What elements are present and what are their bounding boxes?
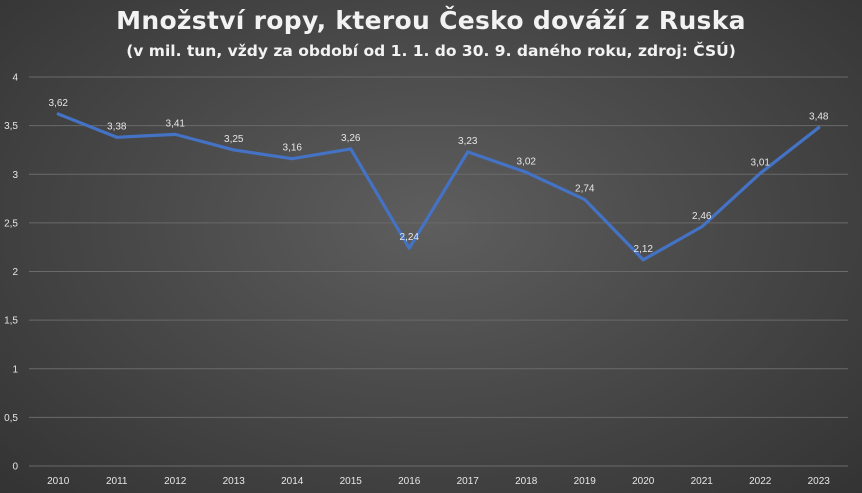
data-label: 2,46 — [692, 211, 712, 222]
y-tick-label: 0,5 — [4, 413, 18, 424]
data-label: 3,02 — [517, 156, 537, 167]
x-tick-label: 2014 — [281, 476, 304, 487]
series-line-layer — [56, 112, 821, 262]
x-axis-ticks: 2010 2011 2012 2013 2014 2015 2016 2017 2018 2019… — [47, 476, 830, 487]
x-tick-label: 2012 — [164, 476, 187, 487]
y-tick-label: 2,5 — [4, 218, 18, 229]
data-label-layer: 3,62 3,38 3,41 3,25 3,16 3,26 2,24 3,23 3,02 2,74… — [49, 98, 829, 255]
x-tick-label: 2019 — [574, 476, 597, 487]
x-tick-label: 2023 — [808, 476, 831, 487]
x-tick-label: 2010 — [47, 476, 70, 487]
chart-title: Množství ropy, kterou Česko dováží z Rus… — [116, 6, 746, 35]
data-point — [583, 198, 587, 202]
grid-layer — [29, 76, 848, 467]
data-label: 3,48 — [809, 112, 829, 123]
data-point — [466, 150, 470, 154]
y-tick-label: 3 — [12, 170, 18, 181]
x-tick-label: 2020 — [632, 476, 655, 487]
data-point — [817, 126, 821, 130]
y-tick-label: 1,5 — [4, 316, 18, 327]
chart-subtitle: (v mil. tun, vždy za období od 1. 1. do … — [126, 42, 736, 60]
y-axis-ticks: 0 0,5 1 1,5 2 2,5 3 3,5 4 — [4, 73, 18, 473]
data-label: 3,23 — [458, 136, 478, 147]
data-point — [407, 246, 411, 250]
data-point — [232, 148, 236, 152]
data-label: 3,41 — [166, 118, 186, 129]
x-tick-label: 2021 — [691, 476, 714, 487]
data-label: 2,74 — [575, 184, 595, 195]
x-tick-label: 2013 — [223, 476, 246, 487]
data-label: 3,26 — [341, 133, 361, 144]
data-label: 3,01 — [751, 157, 771, 168]
y-tick-label: 3,5 — [4, 121, 18, 132]
data-point — [290, 157, 294, 161]
y-tick-label: 2 — [12, 267, 18, 278]
x-tick-label: 2016 — [398, 476, 421, 487]
data-point — [524, 170, 528, 174]
data-point — [700, 225, 704, 229]
data-point — [758, 171, 762, 175]
data-label: 2,24 — [400, 232, 420, 243]
data-label: 2,12 — [634, 244, 654, 255]
x-tick-label: 2017 — [457, 476, 480, 487]
y-tick-label: 1 — [12, 364, 18, 375]
data-point — [56, 112, 60, 116]
data-point — [641, 258, 645, 262]
data-label: 3,25 — [224, 134, 244, 145]
y-tick-label: 4 — [12, 73, 18, 84]
data-point — [173, 132, 177, 136]
y-tick-label: 0 — [12, 462, 18, 473]
data-label: 3,62 — [49, 98, 69, 109]
x-tick-label: 2015 — [340, 476, 363, 487]
x-tick-label: 2018 — [515, 476, 538, 487]
data-label: 3,38 — [107, 121, 127, 132]
x-tick-label: 2022 — [749, 476, 772, 487]
data-point — [349, 147, 353, 151]
data-point — [115, 135, 119, 139]
data-label: 3,16 — [283, 143, 303, 154]
x-tick-label: 2011 — [106, 476, 128, 487]
series-line — [56, 112, 821, 262]
